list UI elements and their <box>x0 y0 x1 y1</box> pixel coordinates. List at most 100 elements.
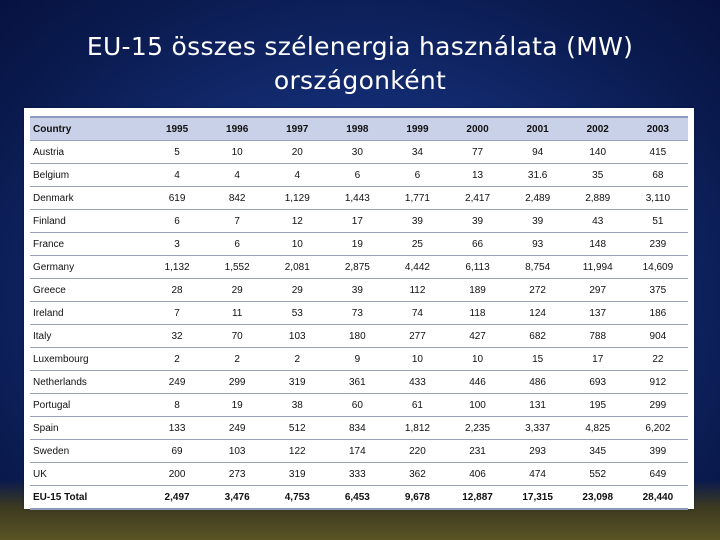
value-cell: 137 <box>567 301 628 325</box>
value-cell: 140 <box>567 140 628 164</box>
value-cell: 4 <box>147 163 208 187</box>
value-cell: 834 <box>327 416 388 440</box>
country-cell: Italy <box>30 324 148 348</box>
value-cell: 73 <box>327 301 388 325</box>
value-cell: 682 <box>507 324 568 348</box>
table-row: Ireland 7 11 53 73 74 118 124 137 186 <box>30 301 688 325</box>
value-cell: 842 <box>207 186 268 210</box>
value-cell: 10 <box>447 347 508 371</box>
value-cell: 2,417 <box>447 186 508 210</box>
value-cell: 14,609 <box>627 255 688 279</box>
value-cell: 31.6 <box>507 163 568 187</box>
table-row: Portugal 8 19 38 60 61 100 131 195 299 <box>30 393 688 417</box>
value-cell: 299 <box>207 370 268 394</box>
value-cell: 512 <box>267 416 328 440</box>
value-cell: 1,812 <box>387 416 448 440</box>
value-cell: 486 <box>507 370 568 394</box>
value-cell: 474 <box>507 462 568 486</box>
value-cell: 15 <box>507 347 568 371</box>
table-row: Denmark 619 842 1,129 1,443 1,771 2,417 2,489 2,… <box>30 186 688 210</box>
country-cell: Greece <box>30 278 148 302</box>
value-cell: 28 <box>147 278 208 302</box>
total-label-cell: EU-15 Total <box>30 485 148 510</box>
country-cell: Netherlands <box>30 370 148 394</box>
value-cell: 22 <box>627 347 688 371</box>
country-cell: Portugal <box>30 393 148 417</box>
table-total-row: EU-15 Total 2,497 3,476 4,753 6,453 9,678 12,8… <box>30 485 688 510</box>
value-cell: 415 <box>627 140 688 164</box>
value-cell: 552 <box>567 462 628 486</box>
value-cell: 2,235 <box>447 416 508 440</box>
country-cell: Germany <box>30 255 148 279</box>
value-cell: 35 <box>567 163 628 187</box>
table-row: Finland 6 7 12 17 39 39 39 43 51 <box>30 209 688 233</box>
value-cell: 200 <box>147 462 208 486</box>
value-cell: 433 <box>387 370 448 394</box>
value-cell: 195 <box>567 393 628 417</box>
value-cell: 133 <box>147 416 208 440</box>
value-cell: 20 <box>267 140 328 164</box>
country-cell: Finland <box>30 209 148 233</box>
value-cell: 53 <box>267 301 328 325</box>
value-cell: 148 <box>567 232 628 256</box>
value-cell: 94 <box>507 140 568 164</box>
value-cell: 30 <box>327 140 388 164</box>
value-cell: 10 <box>267 232 328 256</box>
value-cell: 297 <box>567 278 628 302</box>
country-cell: Ireland <box>30 301 148 325</box>
value-cell: 122 <box>267 439 328 463</box>
country-cell: Luxembourg <box>30 347 148 371</box>
value-cell: 272 <box>507 278 568 302</box>
value-cell: 17 <box>567 347 628 371</box>
total-value-cell: 2,497 <box>147 485 208 510</box>
value-cell: 29 <box>207 278 268 302</box>
value-cell: 2,081 <box>267 255 328 279</box>
total-value-cell: 17,315 <box>507 485 568 510</box>
value-cell: 131 <box>507 393 568 417</box>
value-cell: 362 <box>387 462 448 486</box>
country-cell: Belgium <box>30 163 148 187</box>
value-cell: 19 <box>327 232 388 256</box>
value-cell: 61 <box>387 393 448 417</box>
value-cell: 361 <box>327 370 388 394</box>
value-cell: 43 <box>567 209 628 233</box>
total-value-cell: 12,887 <box>447 485 508 510</box>
value-cell: 904 <box>627 324 688 348</box>
value-cell: 649 <box>627 462 688 486</box>
value-cell: 6,202 <box>627 416 688 440</box>
slide-title-line-2: országonként <box>273 66 447 95</box>
value-cell: 220 <box>387 439 448 463</box>
value-cell: 180 <box>327 324 388 348</box>
country-cell: Sweden <box>30 439 148 463</box>
value-cell: 231 <box>447 439 508 463</box>
value-cell: 38 <box>267 393 328 417</box>
value-cell: 7 <box>147 301 208 325</box>
value-cell: 427 <box>447 324 508 348</box>
value-cell: 788 <box>567 324 628 348</box>
value-cell: 93 <box>507 232 568 256</box>
value-cell: 68 <box>627 163 688 187</box>
column-header: Country <box>30 116 148 141</box>
column-header: 1995 <box>147 116 208 141</box>
column-header: 1999 <box>387 116 448 141</box>
value-cell: 406 <box>447 462 508 486</box>
value-cell: 39 <box>507 209 568 233</box>
table-row: France 3 6 10 19 25 66 93 148 239 <box>30 232 688 256</box>
value-cell: 5 <box>147 140 208 164</box>
value-cell: 112 <box>387 278 448 302</box>
value-cell: 7 <box>207 209 268 233</box>
total-value-cell: 4,753 <box>267 485 328 510</box>
value-cell: 3,110 <box>627 186 688 210</box>
value-cell: 2,889 <box>567 186 628 210</box>
value-cell: 189 <box>447 278 508 302</box>
column-header: 2000 <box>447 116 508 141</box>
value-cell: 186 <box>627 301 688 325</box>
value-cell: 29 <box>267 278 328 302</box>
value-cell: 13 <box>447 163 508 187</box>
value-cell: 12 <box>267 209 328 233</box>
value-cell: 10 <box>207 140 268 164</box>
country-cell: UK <box>30 462 148 486</box>
value-cell: 34 <box>387 140 448 164</box>
column-header: 2002 <box>567 116 628 141</box>
value-cell: 39 <box>447 209 508 233</box>
